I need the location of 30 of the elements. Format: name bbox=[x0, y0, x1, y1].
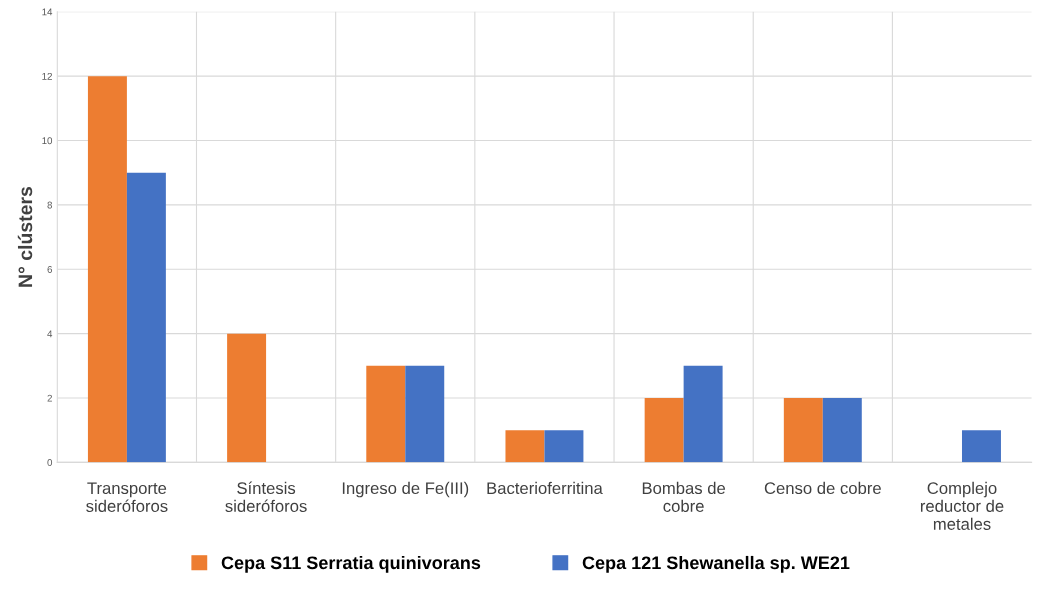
bar bbox=[505, 430, 545, 463]
legend-label: Cepa S11 Serratia quinivorans bbox=[221, 555, 481, 573]
x-tick-label: Transporte sideróforos bbox=[86, 482, 168, 512]
bar bbox=[405, 365, 445, 463]
legend-label: Cepa 121 Shewanella sp. WE21 bbox=[582, 555, 850, 573]
x-tick-label: Bombas de cobre bbox=[642, 481, 726, 512]
x-tick-label: Ingreso de Fe(III) bbox=[342, 481, 469, 498]
y-axis-title: N° clústers bbox=[17, 186, 33, 287]
bar bbox=[644, 398, 684, 463]
y-tick-label: 12 bbox=[42, 72, 52, 80]
x-tick-label: Síntesis sideróforos bbox=[225, 481, 307, 512]
bar bbox=[822, 398, 862, 463]
bar bbox=[544, 430, 584, 463]
y-tick-label: 10 bbox=[42, 137, 53, 145]
y-tick-label: 4 bbox=[47, 330, 53, 338]
bar bbox=[227, 333, 267, 463]
bar bbox=[126, 172, 166, 463]
x-tick-label: Censo de cobre bbox=[764, 481, 881, 495]
bar bbox=[961, 430, 1001, 463]
bar bbox=[366, 365, 406, 463]
y-tick-label: 6 bbox=[47, 265, 53, 273]
y-tick-label: 14 bbox=[42, 8, 53, 16]
bar bbox=[683, 365, 723, 463]
bar bbox=[87, 76, 127, 463]
x-tick-label: Bacterioferritina bbox=[487, 481, 603, 495]
y-tick-label: 0 bbox=[47, 459, 53, 466]
x-tick-label: Complejo reductor de metales bbox=[920, 481, 1004, 530]
y-tick-label: 2 bbox=[47, 394, 52, 402]
bar bbox=[783, 398, 823, 463]
y-tick-label: 8 bbox=[47, 201, 53, 209]
